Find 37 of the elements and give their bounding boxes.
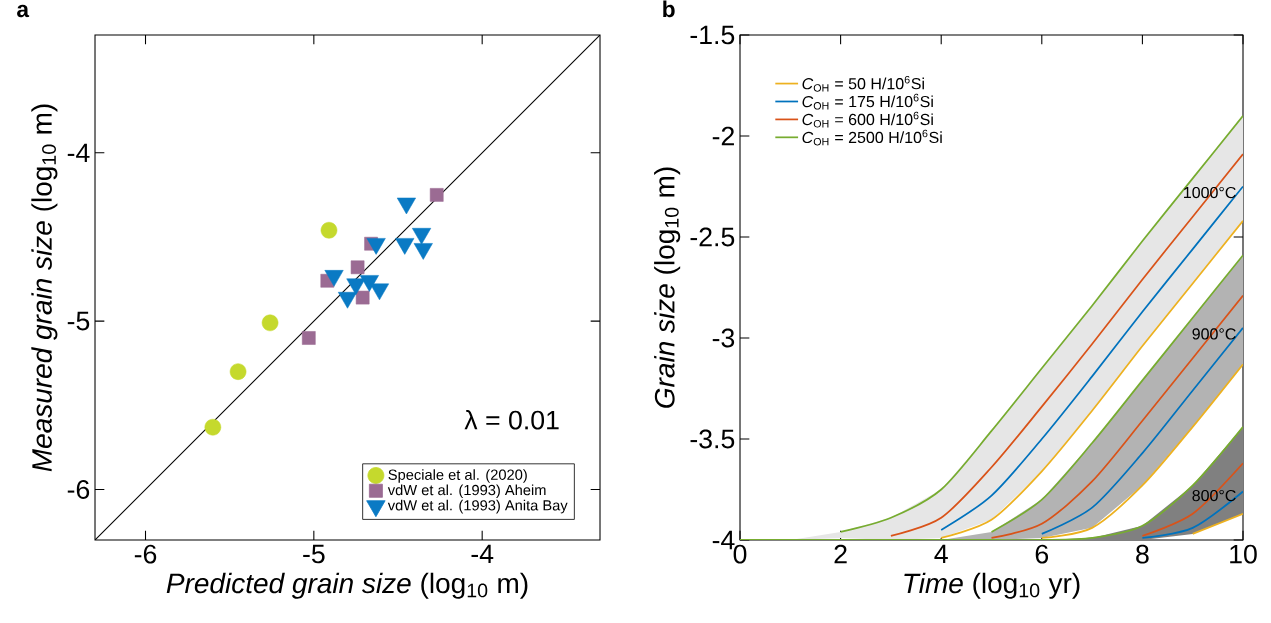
- y-axis-title: Grain size (log$_{10}$ m): [654, 167, 681, 408]
- y-tick-label: -6: [67, 480, 90, 499]
- y-tick-label: -1.5: [690, 25, 735, 45]
- x-tick-label: 0: [733, 544, 747, 564]
- x-tick-label: -5: [303, 544, 325, 564]
- y-tick-label: -2: [712, 126, 734, 146]
- x-tick-label: -4: [471, 544, 494, 564]
- y-axis-title: Measured grain size (log$_{10}$ m): [31, 104, 58, 472]
- x-axis-title: Predicted grain size (log$_{10}$ m): [166, 572, 528, 599]
- y-tick-label: -5: [67, 311, 90, 331]
- legend-label: C$_{OH}$ = 175 H/10$^{6}$Si: [802, 93, 933, 110]
- x-tick-label: 4: [934, 544, 948, 564]
- legend-label: C$_{OH}$ = 600 H/10$^{6}$Si: [802, 111, 933, 128]
- x-tick-label: -6: [134, 544, 157, 564]
- x-tick-label: 2: [834, 544, 847, 564]
- x-tick-label: 8: [1136, 544, 1149, 564]
- y-tick-label: -3.5: [690, 429, 735, 449]
- line-series: [1040, 363, 1243, 539]
- legend-label: C$_{OH}$ = 50 H/10$^{6}$Si: [802, 75, 924, 92]
- annotation: λ = 0.01: [464, 410, 559, 430]
- line-series: [990, 294, 1243, 539]
- y-tick-label: -4: [712, 530, 735, 550]
- x-tick-label: 6: [1035, 544, 1049, 564]
- legend-label: vdW et al. (1993) Aheim: [387, 484, 546, 499]
- y-tick-label: -2.5: [690, 227, 735, 247]
- x-axis-title: Time (log$_{10}$ yr): [904, 572, 1080, 599]
- chart-title: b: [663, 0, 675, 18]
- y-tick-label: -4: [67, 143, 90, 162]
- legend-label: vdW et al. (1993) Anita Bay: [387, 499, 568, 514]
- x-tick-label: 10: [1230, 544, 1257, 564]
- legend-label: C$_{OH}$ = 2500 H/10$^{6}$Si: [802, 129, 942, 146]
- y-tick-label: -3: [712, 328, 735, 348]
- chart-title: a: [17, 4, 30, 18]
- legend-label: Speciale et al. (2020): [388, 469, 527, 483]
- line-series: [1040, 327, 1243, 535]
- line-series: [890, 153, 1243, 537]
- line-series: [990, 254, 1243, 533]
